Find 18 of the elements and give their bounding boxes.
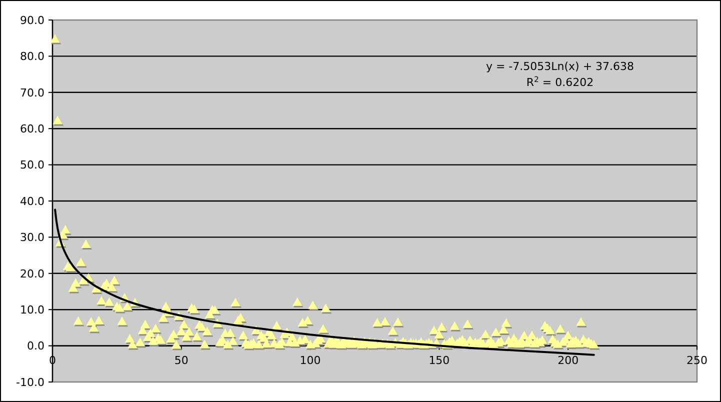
x-tick-label: 250 [686, 354, 708, 367]
y-tick-label: 80.0 [20, 50, 44, 64]
annotation: y = -7.5053Ln(x) + 37.638 [486, 60, 634, 73]
y-tick-label: 90.0 [20, 14, 44, 27]
y-tick-label: 10.0 [20, 303, 44, 316]
y-tick-label: 40.0 [20, 194, 44, 208]
y-tick-label: 20.0 [20, 267, 44, 280]
y-tick-label: 50.0 [20, 158, 44, 172]
y-tick-label: 30.0 [20, 231, 44, 244]
annotation: R$^{2}$ = 0.6202 [526, 74, 594, 89]
x-tick-label: 150 [428, 354, 450, 367]
y-tick-label: 0.0 [27, 340, 44, 353]
y-tick-label: 60.0 [20, 122, 44, 136]
x-tick-label: 100 [300, 354, 321, 367]
x-tick-label: 50 [174, 354, 188, 367]
x-tick-label: 200 [558, 354, 579, 367]
y-tick-label: 70.0 [20, 86, 44, 100]
y-tick-label: -10.0 [16, 376, 44, 389]
